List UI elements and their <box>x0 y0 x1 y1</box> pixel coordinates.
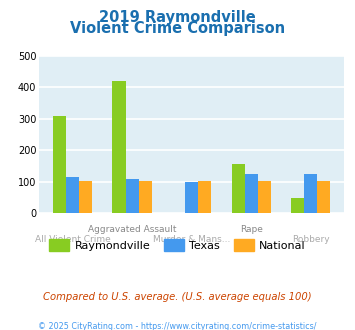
Text: Murder & Mans...: Murder & Mans... <box>153 235 230 245</box>
Text: 2019 Raymondville: 2019 Raymondville <box>99 10 256 25</box>
Text: All Violent Crime: All Violent Crime <box>35 235 110 245</box>
Bar <box>317 181 331 213</box>
Text: Robbery: Robbery <box>292 235 330 245</box>
Bar <box>79 181 92 213</box>
Text: Rape: Rape <box>240 225 263 234</box>
Bar <box>198 181 211 213</box>
Bar <box>245 174 258 213</box>
Bar <box>231 164 245 213</box>
Bar <box>185 182 198 213</box>
Text: Aggravated Assault: Aggravated Assault <box>88 225 176 234</box>
Bar <box>126 179 139 213</box>
Bar <box>258 181 271 213</box>
Bar <box>304 174 317 213</box>
Bar <box>113 81 126 213</box>
Text: Violent Crime Comparison: Violent Crime Comparison <box>70 21 285 36</box>
Text: Compared to U.S. average. (U.S. average equals 100): Compared to U.S. average. (U.S. average … <box>43 292 312 302</box>
Bar <box>139 181 152 213</box>
Bar <box>66 177 79 213</box>
Bar <box>291 198 304 213</box>
Bar <box>53 116 66 213</box>
Text: © 2025 CityRating.com - https://www.cityrating.com/crime-statistics/: © 2025 CityRating.com - https://www.city… <box>38 322 317 330</box>
Legend: Raymondville, Texas, National: Raymondville, Texas, National <box>45 235 310 255</box>
